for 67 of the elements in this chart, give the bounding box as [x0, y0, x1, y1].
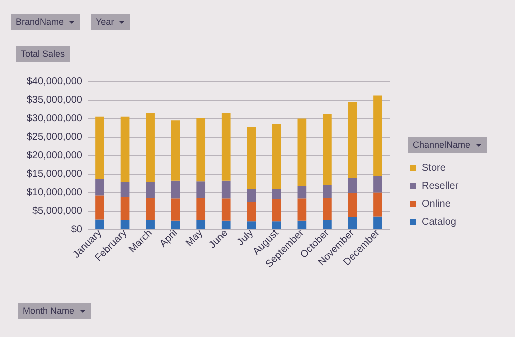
text: Year: [96, 17, 114, 27]
bar: [171, 120, 180, 181]
y-tick-label: $20,000,000: [26, 150, 83, 162]
y-tick-label: $15,000,000: [26, 169, 83, 180]
bar: [298, 198, 307, 221]
bar: [146, 114, 155, 182]
bar: [120, 116, 130, 182]
x-tick-label: May: [184, 228, 206, 250]
bar: [120, 220, 130, 229]
bar: [298, 220, 307, 229]
bar: [196, 220, 206, 229]
bar: [272, 222, 282, 229]
bar: [374, 176, 382, 193]
bar: [323, 220, 332, 229]
bar: [146, 220, 155, 229]
bar: [348, 178, 358, 194]
bar: [298, 186, 307, 199]
bar: [222, 198, 231, 221]
legend-label: Online: [422, 199, 452, 210]
x-tick-label: July: [236, 228, 256, 248]
bar: [146, 182, 155, 198]
bar: [171, 180, 180, 199]
bar: [247, 222, 256, 229]
y-tick-label: $35,000,000: [26, 95, 83, 106]
legend-title: ChannelName: [413, 140, 471, 150]
bar: [146, 198, 155, 220]
legend-label: Catalog: [422, 217, 456, 228]
y-tick-label: $10,000,000: [26, 188, 83, 198]
bar: [323, 198, 332, 220]
legend-label: Reseller: [422, 181, 460, 192]
bar: [272, 189, 282, 200]
bar: [222, 220, 231, 229]
bar: [374, 216, 382, 229]
y-tick-label: $5,000,000: [32, 206, 83, 217]
x-axis-title: Month Name: [23, 306, 75, 316]
y-tick-label: $30,000,000: [26, 114, 83, 124]
bar: [222, 180, 231, 199]
bar: [247, 189, 256, 202]
bar: [196, 198, 206, 220]
bar: [348, 102, 358, 178]
bar: [272, 124, 282, 190]
bar: [298, 118, 307, 186]
bar: [323, 185, 332, 198]
bar: [247, 127, 256, 190]
bar: [96, 196, 104, 220]
bar: [348, 193, 358, 218]
bar: [222, 113, 231, 181]
bar: [96, 220, 104, 229]
bar: [348, 217, 358, 229]
bar: [247, 202, 256, 222]
bar: [374, 96, 382, 176]
y-tick-label: $25,000,000: [26, 132, 83, 143]
bar: [272, 199, 282, 222]
bar: [374, 192, 382, 217]
bar: [196, 118, 206, 182]
bar: [120, 182, 130, 198]
y-axis-title: Total Sales: [21, 49, 66, 59]
y-tick-label: $40,000,000: [26, 76, 83, 88]
legend-label: Store: [422, 163, 446, 174]
bar: [196, 182, 206, 198]
bar: [171, 198, 180, 221]
text: BrandName: [16, 17, 64, 27]
bar: [171, 220, 180, 229]
bar: [120, 197, 130, 220]
bar: [96, 179, 104, 196]
bar: [323, 114, 332, 186]
bar: [96, 116, 104, 180]
